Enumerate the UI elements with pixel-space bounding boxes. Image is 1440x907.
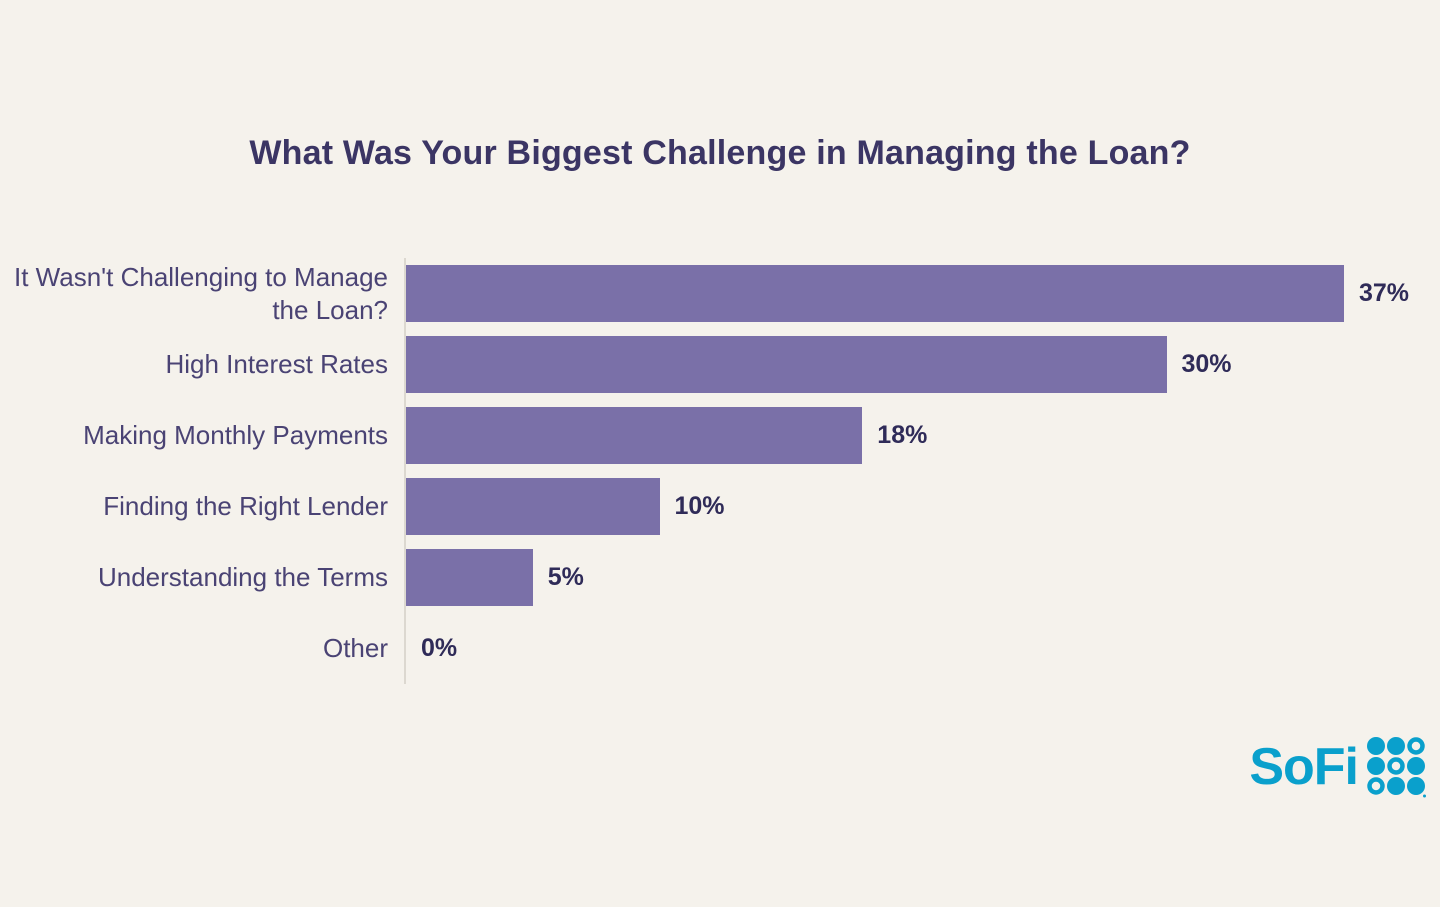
category-label: It Wasn't Challenging to Manage the Loan…: [14, 262, 388, 325]
sofi-wordmark: SoFi: [1249, 738, 1359, 796]
category-label: High Interest Rates: [165, 349, 388, 380]
chart-row: It Wasn't Challenging to Manage the Loan…: [0, 258, 1440, 329]
bar-area: 0%: [404, 613, 1440, 684]
bar-area: 18%: [404, 400, 1440, 471]
bar-area: 37%: [404, 258, 1440, 329]
value-label: 0%: [421, 634, 458, 662]
chart-row: Finding the Right Lender 10%: [0, 471, 1440, 542]
bar-area: 30%: [404, 329, 1440, 400]
chart-row: Making Monthly Payments 18%: [0, 400, 1440, 471]
chart-rows: It Wasn't Challenging to Manage the Loan…: [0, 258, 1440, 684]
bar-chart: It Wasn't Challenging to Manage the Loan…: [0, 258, 1440, 684]
value-label: 10%: [674, 492, 725, 520]
value-label: 18%: [877, 421, 928, 449]
bar: [406, 407, 863, 464]
chart-title: What Was Your Biggest Challenge in Manag…: [249, 134, 1191, 172]
value-label: 30%: [1181, 350, 1232, 378]
bar-area: 5%: [404, 542, 1440, 613]
value-label: 37%: [1358, 279, 1409, 307]
bar-area: 10%: [404, 471, 1440, 542]
bar: [406, 549, 533, 606]
chart-row: High Interest Rates 30%: [0, 329, 1440, 400]
category-label: Other: [322, 633, 388, 664]
sofi-logo: SoFi: [1249, 736, 1426, 798]
bar: [406, 478, 660, 535]
value-label: 5%: [547, 563, 584, 591]
chart-row: Understanding the Terms 5%: [0, 542, 1440, 613]
chart-row: Other 0%: [0, 613, 1440, 684]
bar: [406, 265, 1344, 322]
sofi-dots-icon: [1367, 737, 1426, 798]
category-label: Finding the Right Lender: [103, 491, 388, 522]
category-label: Making Monthly Payments: [83, 420, 388, 451]
category-label: Understanding the Terms: [97, 562, 388, 593]
bar: [406, 336, 1167, 393]
